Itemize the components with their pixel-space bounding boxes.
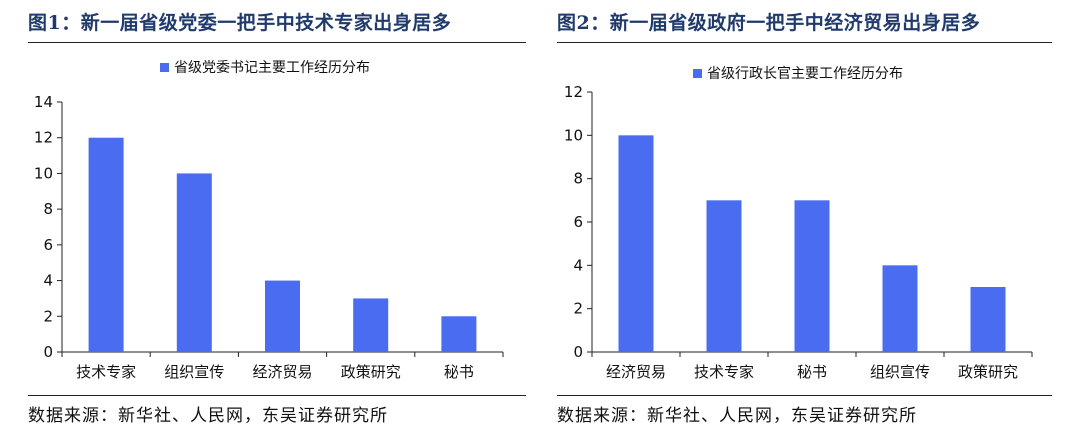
bar [265,280,300,352]
y-tick-label: 2 [43,307,53,325]
figure-1-top-rule [28,42,526,43]
bar [706,200,742,352]
x-tick-label: 经济贸易 [606,363,666,381]
y-tick-label: 12 [34,129,53,147]
x-tick-label: 技术专家 [694,363,754,381]
y-tick-label: 6 [43,236,53,254]
figure-1: 图1：新一届省级党委一把手中技术专家出身居多 省级党委书记主要工作经历分布 0 2 4… [28,0,526,435]
bar [882,265,918,352]
x-tick-label: 组织宣传 [870,363,930,381]
figure-2-bottom-rule [557,395,1052,396]
x-tick-label: 秘书 [444,363,474,381]
chart-1: 省级党委书记主要工作经历分布 0 2 4 6 8 10 12 14 技术专家 组织宣传 经济贸易 政策研… [34,60,504,381]
legend-swatch [160,63,169,72]
bar [88,137,124,352]
x-tick-label: 技术专家 [76,363,136,381]
x-tick-label: 政策研究 [341,363,401,381]
figure-2-title: 图2：新一届省级政府一把手中经济贸易出身居多 [557,12,981,34]
bar [618,135,654,352]
bar [441,316,477,352]
figure-1-title: 图1：新一届省级党委一把手中技术专家出身居多 [28,12,452,34]
y-tick-label: 14 [34,93,53,111]
y-tick-label: 0 [573,343,583,361]
y-tick-label: 4 [43,272,53,290]
legend-swatch [693,69,702,78]
figure-1-source: 数据来源：新华社、人民网，东吴证券研究所 [28,406,388,426]
figure-1-bottom-rule [28,395,526,396]
bar [353,298,389,352]
y-tick-label: 6 [573,213,583,231]
x-tick-label: 组织宣传 [164,363,224,381]
y-tick-label: 12 [564,83,583,101]
figure-2: 图2：新一届省级政府一把手中经济贸易出身居多 省级行政长官主要工作经历分布 0 2 4… [557,0,1052,435]
y-tick-label: 2 [573,300,583,318]
x-tick-label: 秘书 [797,363,827,381]
legend-label: 省级党委书记主要工作经历分布 [174,60,370,76]
y-tick-label: 8 [43,200,53,218]
x-tick-label: 经济贸易 [252,363,312,381]
y-tick-label: 10 [564,126,583,144]
y-tick-label: 4 [573,256,583,274]
legend: 省级党委书记主要工作经历分布 [160,60,370,76]
y-tick-label: 0 [43,343,53,361]
figure-2-top-rule [557,42,1052,43]
bar [794,200,830,352]
legend-label: 省级行政长官主要工作经历分布 [707,66,903,82]
chart-2: 省级行政长官主要工作经历分布 0 2 4 6 8 10 12 经济贸易 技术专家 秘书 组织宣传 政策研… [564,66,1033,381]
figure-2-source: 数据来源：新华社、人民网，东吴证券研究所 [557,406,917,426]
y-tick-label: 10 [34,164,53,182]
x-tick-label: 政策研究 [958,363,1018,381]
bar [970,287,1006,352]
y-tick-label: 8 [573,170,583,188]
bar [176,173,212,352]
legend: 省级行政长官主要工作经历分布 [693,66,903,82]
